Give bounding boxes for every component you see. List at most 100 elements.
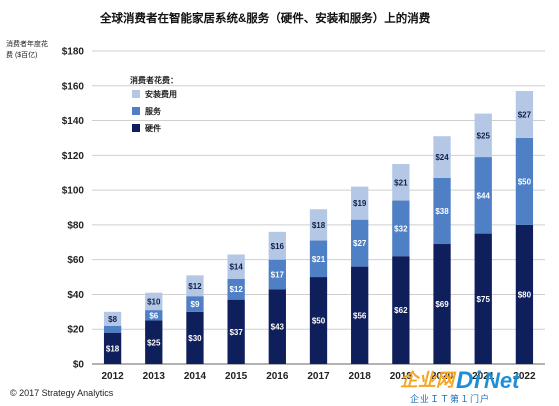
- bar-segment: [103, 311, 122, 326]
- data-label: $10: [147, 297, 161, 306]
- x-tick-label: 2019: [390, 371, 413, 382]
- bar-segment: [145, 310, 163, 321]
- bar-segment: [227, 278, 245, 300]
- legend-label: 服务: [145, 106, 162, 116]
- data-label: $38: [435, 207, 449, 216]
- bar-segment: [392, 164, 410, 201]
- bar-segment: [351, 219, 369, 267]
- bar-segment: [268, 259, 286, 290]
- data-label: $17: [271, 270, 285, 279]
- data-label: $56: [353, 311, 367, 320]
- data-label: $21: [394, 178, 408, 187]
- data-label: $50: [312, 317, 326, 326]
- watermark-net: Net: [484, 368, 521, 393]
- bar-segment: [309, 277, 328, 364]
- data-label: $9: [191, 300, 200, 309]
- x-tick-label: 2022: [513, 371, 536, 382]
- bar-segment: [227, 299, 245, 364]
- data-label: $24: [435, 153, 449, 162]
- bar-segment: [392, 256, 410, 364]
- bar-segment: [103, 332, 122, 364]
- data-label: $14: [229, 263, 243, 272]
- copyright-text: © 2017 Strategy Analytics: [10, 388, 114, 398]
- bar-segment: [103, 325, 122, 333]
- bar-segment: [515, 224, 534, 364]
- y-tick-label: $60: [67, 255, 84, 266]
- data-label: $8: [108, 315, 117, 324]
- x-tick-label: 2021: [472, 371, 495, 382]
- data-label: $27: [518, 110, 532, 119]
- bar-segment: [268, 289, 286, 364]
- data-label: $6: [149, 311, 158, 320]
- bar-segment: [351, 266, 369, 364]
- data-label: $75: [477, 295, 491, 304]
- bar-segment: [186, 296, 204, 312]
- data-label: $21: [312, 255, 326, 264]
- watermark: 企业网 D i Net 企业ＩＴ第１门户: [400, 367, 521, 404]
- y-tick-label: $140: [62, 116, 85, 127]
- bar-segment: [515, 90, 534, 138]
- data-label: $18: [312, 221, 326, 230]
- x-tick-label: 2018: [349, 371, 372, 382]
- x-tick-label: 2012: [101, 371, 124, 382]
- data-label: $69: [435, 300, 449, 309]
- data-label: $30: [188, 334, 202, 343]
- data-label: $18: [106, 344, 120, 353]
- watermark-sub: 企业ＩＴ第１门户: [410, 393, 490, 404]
- data-label: $12: [229, 285, 243, 294]
- legend-title: 消费者花费：: [130, 75, 178, 85]
- bar-segment: [186, 275, 204, 297]
- data-label: $62: [394, 306, 408, 315]
- bar-segment: [392, 200, 410, 257]
- bar-segment: [351, 186, 369, 220]
- y-axis-ticks: $0 $20 $40 $60 $80 $100 $120 $140 $160 $180: [62, 47, 85, 371]
- data-label: $50: [518, 177, 532, 186]
- data-label: $12: [188, 282, 202, 291]
- legend-swatch: [132, 90, 140, 98]
- y-tick-label: $180: [62, 47, 85, 58]
- data-label: $80: [518, 290, 532, 299]
- bar-segment: [227, 254, 245, 279]
- chart-title: 全球消费者在智能家居系统&服务（硬件、安装和服务）上的消费: [99, 11, 431, 25]
- data-label: $27: [353, 239, 367, 248]
- bar-segment: [268, 231, 286, 260]
- y-tick-label: $100: [62, 186, 85, 197]
- data-label: $44: [477, 191, 491, 200]
- data-label: $43: [271, 323, 285, 332]
- y-tick-label: $40: [67, 290, 84, 301]
- watermark-cn: 企业网: [400, 370, 457, 390]
- y-tick-label: $80: [67, 220, 84, 231]
- bar-segment: [309, 240, 328, 278]
- data-labels: $18 $8 $25 $6 $10 $30 $9 $12 $37 $12 $14 $43 $17 $16 $…: [106, 110, 532, 353]
- bar-segment: [474, 233, 492, 364]
- bar-segment: [433, 244, 451, 364]
- data-label: $25: [147, 338, 161, 347]
- legend-label: 硬件: [145, 123, 161, 133]
- x-tick-label: 2014: [184, 371, 207, 382]
- x-tick-label: 2016: [266, 371, 289, 382]
- x-tick-label: 2017: [307, 371, 330, 382]
- bar-segment: [186, 311, 204, 364]
- bar-segment: [145, 292, 163, 311]
- bars: [103, 90, 534, 364]
- x-axis-ticks: 2012 2013 2014 2015 2016 2017 2018 2019 2020 2021…: [101, 371, 536, 382]
- watermark-i: i: [474, 367, 482, 394]
- bar-segment: [474, 113, 492, 158]
- x-tick-label: 2020: [431, 371, 454, 382]
- data-label: $32: [394, 224, 408, 233]
- x-tick-label: 2013: [143, 371, 166, 382]
- y-tick-label: $0: [73, 360, 85, 371]
- watermark-d: D: [456, 367, 473, 394]
- y-tick-label: $160: [62, 81, 85, 92]
- y-tick-label: $120: [62, 151, 85, 162]
- data-label: $19: [353, 199, 367, 208]
- x-tick-label: 2015: [225, 371, 248, 382]
- bar-segment: [433, 136, 451, 178]
- bar-segment: [145, 320, 163, 364]
- legend-label: 安装费用: [145, 89, 177, 99]
- data-label: $25: [477, 131, 491, 140]
- bar-segment: [433, 177, 451, 245]
